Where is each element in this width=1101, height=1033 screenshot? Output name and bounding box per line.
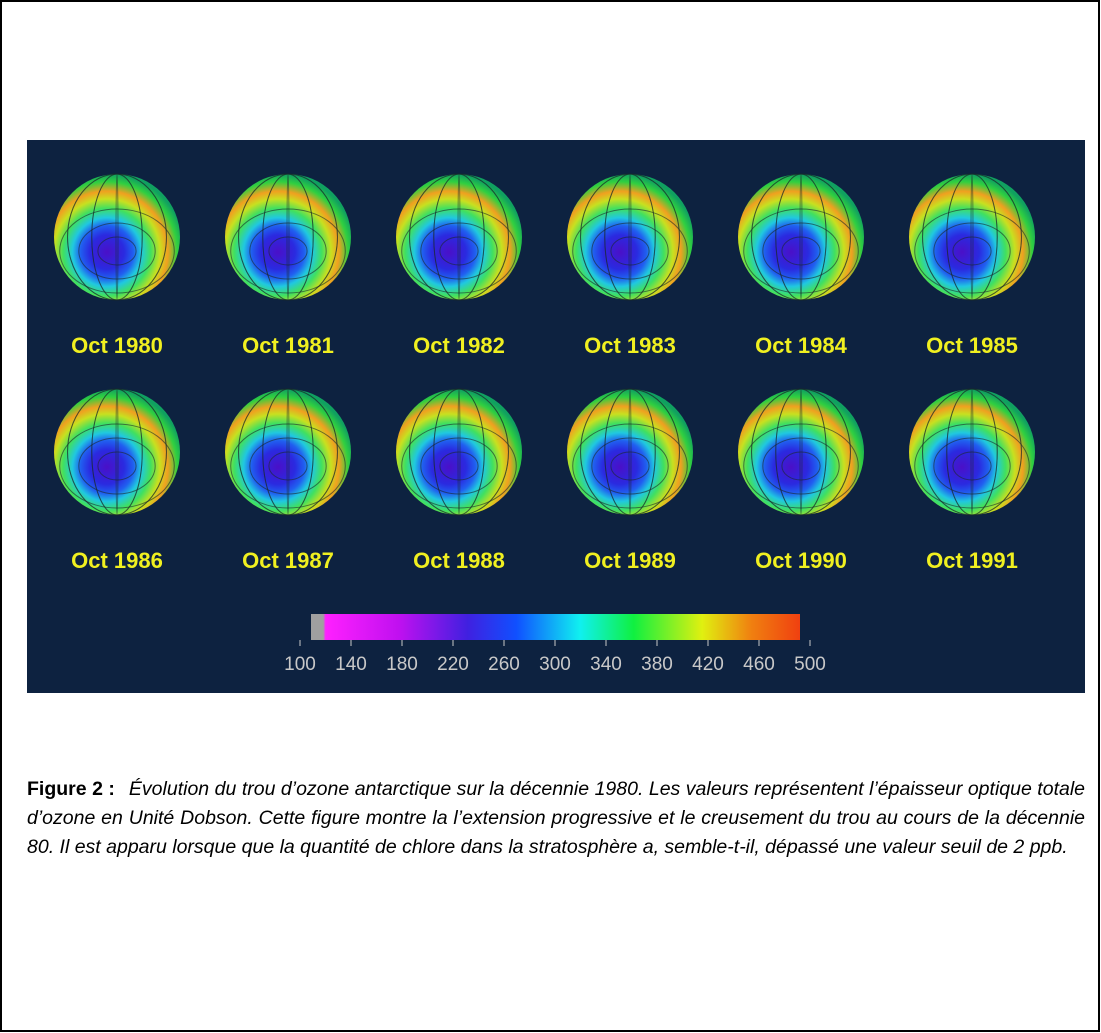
- panel-label: Oct 1981: [242, 333, 334, 358]
- colorbar-label: 220: [437, 654, 469, 675]
- globe: [738, 389, 864, 515]
- panel-label: Oct 1980: [71, 333, 163, 358]
- globe: [567, 389, 693, 515]
- colorbar-label: 340: [590, 654, 622, 675]
- colorbar-label: 260: [488, 654, 520, 675]
- globe: [738, 174, 864, 300]
- panel-label: Oct 1991: [926, 548, 1018, 573]
- colorbar-label: 140: [335, 654, 367, 675]
- colorbar-label: 180: [386, 654, 418, 675]
- colorbar: [311, 614, 800, 640]
- page: Oct 1980 Oct 1981 Oct 1982 Oct 1983 Oct 1984…: [0, 0, 1101, 1033]
- figure-image: Oct 1980 Oct 1981 Oct 1982 Oct 1983 Oct 1984…: [27, 140, 1085, 693]
- panel-label: Oct 1985: [926, 333, 1018, 358]
- colorbar-label: 100: [284, 654, 316, 675]
- panel-label: Oct 1983: [584, 333, 676, 358]
- colorbar-label: 300: [539, 654, 571, 675]
- panel-label: Oct 1984: [755, 333, 847, 358]
- globe: [567, 174, 693, 300]
- figure-caption: Figure 2 :Évolution du trou d’ozone anta…: [27, 775, 1085, 862]
- globe: [396, 174, 522, 300]
- panel-label: Oct 1982: [413, 333, 505, 358]
- colorbar-label: 420: [692, 654, 724, 675]
- globe: [396, 389, 522, 515]
- colorbar-label: 500: [794, 654, 826, 675]
- panel-label: Oct 1986: [71, 548, 163, 573]
- globe: [54, 389, 180, 515]
- colorbar-label: 380: [641, 654, 673, 675]
- globe: [909, 389, 1035, 515]
- globe: [225, 174, 351, 300]
- caption-label: Figure 2 :: [27, 778, 115, 800]
- globe: [225, 389, 351, 515]
- caption-text: Évolution du trou d’ozone antarctique su…: [27, 778, 1085, 858]
- colorbar-label: 460: [743, 654, 775, 675]
- panel-label: Oct 1990: [755, 548, 847, 573]
- panel-label: Oct 1988: [413, 548, 505, 573]
- globe: [909, 174, 1035, 300]
- panel-label: Oct 1989: [584, 548, 676, 573]
- panel-label: Oct 1987: [242, 548, 334, 573]
- globe: [54, 174, 180, 300]
